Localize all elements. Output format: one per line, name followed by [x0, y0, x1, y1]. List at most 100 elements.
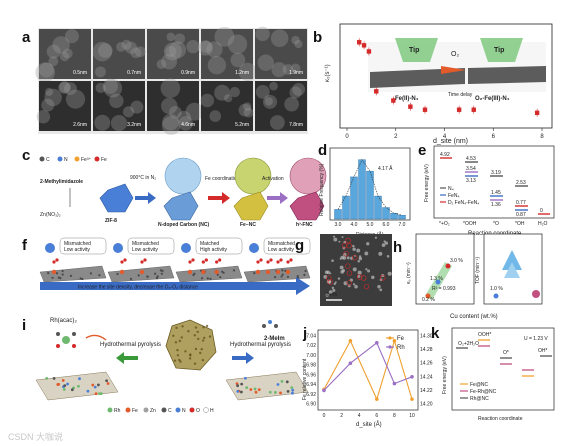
svg-text:Fe@NC: Fe@NC: [470, 382, 489, 388]
panel-label-b: b: [313, 29, 322, 46]
panel-b-ylabel: κ₀(s⁻¹): [325, 64, 331, 82]
status-bubble-text: Mismatched: [64, 241, 91, 247]
step3-label: Activation: [262, 176, 284, 182]
polyhedron-dot: [199, 351, 202, 355]
micrograph-texture: [185, 102, 204, 121]
micrograph-texture: [65, 89, 86, 109]
data-point: [422, 107, 428, 112]
lattice-atom: [59, 277, 62, 280]
atom-dot: [337, 277, 341, 280]
panel-e-ylabel: Free energy (eV): [424, 164, 430, 202]
panel-label-j: j: [302, 325, 307, 342]
svg-text:H: H: [210, 408, 214, 414]
x-tick-label: 4: [443, 134, 447, 140]
micrograph-texture: [94, 114, 111, 131]
histogram-bar: [382, 207, 390, 220]
panel-j-plot: [322, 338, 414, 401]
micrograph-texture: [98, 43, 113, 58]
data-point: [534, 110, 540, 115]
atom-dot: [326, 270, 330, 275]
x-tick-label: 0: [323, 413, 326, 419]
o2-label: O₂: [451, 51, 459, 58]
oxygen-molecule: [289, 258, 293, 262]
status-bubble: [59, 237, 107, 255]
panel-label-k: k: [431, 325, 440, 342]
panel-label-f: f: [22, 237, 28, 254]
micrograph-texture: [46, 44, 61, 59]
micrograph-texture: [255, 26, 270, 42]
micrograph-texture: [169, 106, 182, 119]
sheet-atom: [61, 379, 65, 382]
micrograph-texture: [116, 41, 126, 52]
svg-text:1.45: 1.45: [491, 190, 501, 196]
micrograph-texture: [178, 116, 193, 131]
x-tick-label: 8: [393, 413, 396, 419]
ligand-molecule: [262, 320, 278, 328]
svg-text:Rh: Rh: [397, 345, 405, 351]
oxygen-molecule: [269, 258, 273, 262]
probe-sphere: [45, 243, 55, 253]
micrograph-texture: [134, 46, 146, 58]
active-site: [214, 269, 219, 275]
hfenc-crystal: [289, 191, 325, 221]
lattice-atom: [209, 277, 212, 280]
single-atom-marker: [379, 275, 386, 281]
panel-b-xlabel: d_site (nm): [433, 138, 468, 145]
polyhedron-dot: [200, 348, 203, 351]
panel-k-legend: Fe@NC Fe-Rh@NC Rh@NC: [460, 382, 497, 402]
lattice-atom: [253, 271, 256, 275]
sheet-atom: [91, 383, 95, 387]
single-atom-marker: [352, 254, 358, 261]
y-tick-label-left: 6.98: [306, 363, 316, 369]
micrograph-texture: [284, 96, 299, 112]
svg-text:Fe: Fe: [101, 157, 107, 163]
density-arrow: [40, 277, 310, 295]
lattice-atom: [61, 269, 64, 273]
lattice-atom: [193, 272, 196, 275]
fe-data-point: [348, 339, 353, 343]
polyhedron-dot: [180, 336, 183, 339]
micrograph-texture: [229, 86, 240, 98]
lattice-atom: [281, 273, 284, 276]
fenc-label: Fe−NC: [240, 222, 256, 228]
micrograph-tile: [201, 29, 253, 79]
micrograph-texture: [59, 81, 71, 93]
sheet-atom: [253, 387, 257, 391]
micrograph-texture: [38, 62, 54, 78]
panel-c-legend: C N Fe³⁺ Fe: [39, 156, 107, 163]
oxygen-molecule: [286, 260, 290, 264]
micrograph-texture: [156, 59, 167, 69]
svg-text:0.87: 0.87: [516, 212, 526, 218]
hfenc-sphere: [289, 157, 327, 195]
micrograph-texture: [110, 115, 128, 132]
micrograph-texture: [238, 62, 257, 82]
atom-dot: [386, 254, 390, 258]
micrograph-texture: [161, 53, 178, 70]
atom-dot: [357, 274, 361, 278]
pyrolysis-left-arrow-icon: [116, 352, 138, 364]
panel-label-i: i: [22, 317, 26, 334]
panel-e-xtick: *+O₂: [439, 221, 450, 227]
fe-data-point: [375, 397, 379, 401]
micrograph-texture: [163, 42, 182, 61]
single-atom-marker: [343, 251, 349, 257]
atom-dot: [377, 285, 381, 289]
polyhedron-dot: [193, 362, 197, 365]
atom-dot: [332, 235, 336, 238]
sheet-atom: [244, 376, 247, 380]
atom-dot: [346, 256, 350, 260]
atom-dot: [333, 237, 338, 242]
panel-j-ticks: 0 2 4 6 8 10 6.90 6.92 6.94 6.96 6.98 7.00 7.02 7.04 1…: [306, 334, 432, 420]
micrograph-scale-label: 0.7nm: [127, 70, 141, 76]
polyhedron-dot: [205, 324, 209, 328]
data-point: [356, 40, 362, 45]
polyhedron-dot: [176, 348, 179, 352]
sheet-atom: [290, 386, 294, 390]
panel-h-r2: R² = 0.993: [432, 286, 456, 292]
atom-dot: [328, 290, 333, 295]
probe-sphere: [181, 243, 191, 253]
polyhedron-dot: [201, 358, 205, 362]
micrograph-texture: [162, 113, 179, 131]
polyhedron-pattern: [172, 324, 212, 365]
micrograph-texture: [59, 51, 70, 62]
